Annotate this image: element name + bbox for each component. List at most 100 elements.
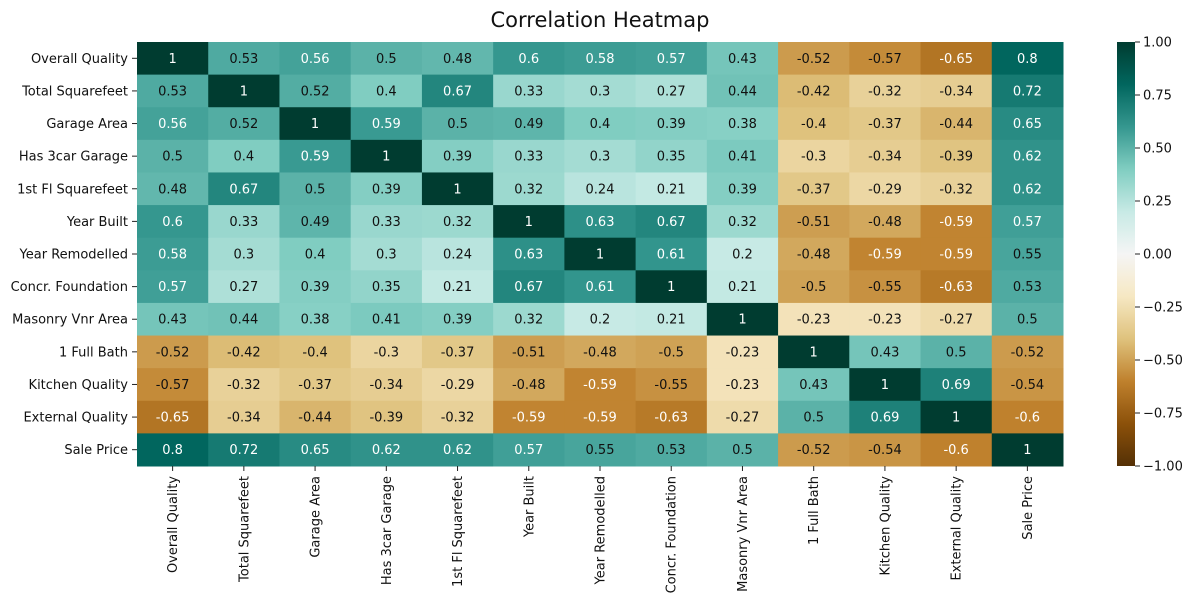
heatmap-cell [991,335,1064,369]
heatmap-cell [778,139,850,173]
cell-value-label: 0.24 [586,182,615,197]
cell-value-label: 0.33 [514,84,543,99]
cell-value-label: 0.8 [162,443,183,458]
cell-value-label: 0.21 [657,182,686,197]
cell-value-label: 0.49 [301,215,330,230]
heatmap-cell [208,335,280,369]
heatmap-cell [920,302,993,337]
heatmap-cell [991,74,1064,108]
cell-value-label: 0.43 [799,378,828,393]
cell-value-label: 0.27 [229,280,258,295]
heatmap-cell [208,107,280,141]
heatmap-cell [564,139,637,173]
cell-value-label: -0.32 [441,411,475,426]
x-tick-label: External Quality [950,476,965,581]
cell-value-label: 0.69 [942,378,971,393]
cell-value-label: -0.57 [868,52,902,67]
x-tick-label: Year Remodelled [594,476,609,585]
cell-value-label: 0.39 [728,182,757,197]
colorbar-tick-label: −0.50 [1143,354,1183,369]
heatmap-cell [920,205,993,239]
heatmap-cell [778,172,850,206]
cell-value-label: 1 [881,378,889,393]
heatmap-cell [208,368,280,402]
cell-value-label: 0.5 [732,443,753,458]
cell-value-label: 0.72 [1013,84,1042,99]
cell-value-label: -0.59 [939,215,973,230]
cell-value-label: 0.56 [301,52,330,67]
cell-value-label: 0.57 [657,52,686,67]
heatmap-cell [279,74,352,108]
cell-value-label: 0.62 [443,443,472,458]
heatmap-cell [706,42,779,76]
heatmap-cell [778,237,850,271]
cell-value-label: -0.54 [1011,378,1045,393]
heatmap-cell [208,433,280,467]
heatmap-cell [421,74,494,108]
cell-value-label: 0.32 [514,182,543,197]
cell-value-label: -0.59 [583,411,617,426]
y-axis-labels: Overall Quality Total Squarefeet Garage Ar… [11,52,137,458]
colorbar-tick-label: −1.00 [1143,460,1183,475]
heatmap-cell [421,172,494,206]
heatmap-cell [564,270,637,304]
heatmap-cell [137,237,209,271]
cell-value-label: -0.34 [868,150,902,165]
cell-value-label: 0.55 [1013,248,1042,263]
y-tick-label: Overall Quality [31,52,128,67]
colorbar-tick-label: 1.00 [1143,36,1172,51]
cell-value-label: 0.72 [229,443,258,458]
heatmap-cell [991,172,1064,206]
x-tick-label: Overall Quality [166,476,181,573]
cell-value-label: -0.37 [868,117,902,132]
cell-value-label: 0.62 [1013,182,1042,197]
heatmap-cell [493,400,565,434]
y-tick-label: 1 Full Bath [59,345,128,360]
heatmap-cell [564,107,637,141]
chart-title: Correlation Heatmap [491,8,710,32]
heatmap-cell [849,139,922,173]
cell-value-label: -0.52 [156,345,190,360]
heatmap-cell [778,42,850,76]
heatmap-cell [279,42,352,76]
heatmap-cell [635,433,708,467]
heatmap-cell [778,74,850,108]
x-axis-labels: Overall Quality Total Squarefeet Garage Ar… [166,466,1036,593]
heatmap-cell [350,237,423,271]
cell-value-label: -0.37 [298,378,332,393]
heatmap-cell [421,335,494,369]
heatmap-cell [635,74,708,108]
heatmap-cell [493,42,565,76]
x-tick-label: Has 3car Garage [380,476,395,585]
cell-value-label: 1 [810,345,818,360]
y-tick-label: Total Squarefeet [21,84,128,99]
x-tick-label: Kitchen Quality [878,476,893,576]
y-tick-label: 1st Fl Squarefeet [17,182,128,197]
heatmap-cell [991,107,1064,141]
heatmap-cell [920,139,993,173]
heatmap-cell [849,42,922,76]
heatmap-cell [208,270,280,304]
heatmap-cell [137,302,209,337]
heatmap-cell [849,237,922,271]
heatmap-cell [493,237,565,271]
x-tick-label: Sale Price [1021,476,1036,540]
cell-value-label: 0.67 [514,280,543,295]
cell-value-label: 0.33 [229,215,258,230]
heatmap-cell [635,42,708,76]
cell-value-label: 0.65 [1013,117,1042,132]
cell-value-label: -0.59 [512,411,546,426]
cell-value-label: -0.51 [797,215,831,230]
cell-value-label: 1 [738,313,746,328]
cell-value-label: 0.39 [443,313,472,328]
cell-value-label: -0.29 [868,182,902,197]
x-tick-label: Year Built [522,476,537,538]
heatmap-cell [493,302,565,337]
heatmap-cell [421,237,494,271]
cell-value-label: -0.23 [797,313,831,328]
cell-value-label: 0.56 [158,117,187,132]
cell-value-label: 0.67 [657,215,686,230]
heatmap-cell [421,433,494,467]
heatmap-cell [635,400,708,434]
heatmap-cell [279,400,352,434]
